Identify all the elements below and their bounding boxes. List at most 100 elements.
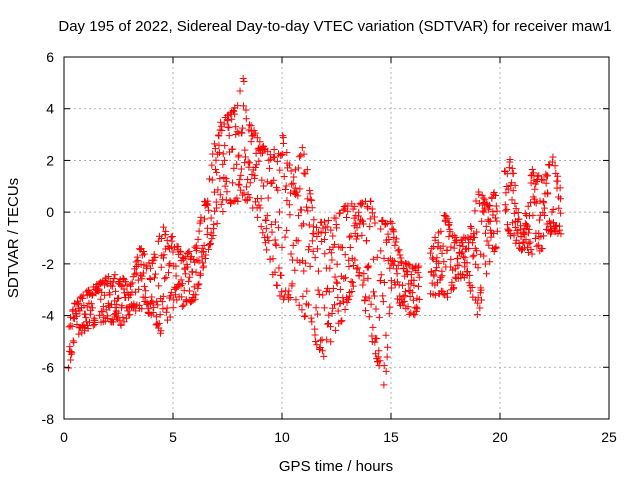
data-point: [251, 129, 259, 137]
data-point: [229, 179, 237, 187]
data-point: [492, 202, 500, 210]
data-point: [100, 313, 108, 321]
data-point: [303, 203, 311, 211]
data-point: [187, 254, 195, 262]
data-point: [307, 197, 315, 205]
data-point: [475, 199, 483, 207]
data-point: [288, 180, 296, 188]
data-point: [195, 280, 203, 288]
data-point: [398, 259, 406, 267]
data-point: [138, 272, 146, 280]
data-point: [270, 154, 278, 162]
data-point: [486, 202, 494, 210]
data-point: [178, 302, 186, 310]
data-point: [346, 244, 354, 252]
data-point: [467, 223, 475, 231]
data-point: [77, 293, 85, 301]
data-point: [240, 77, 248, 85]
data-point: [526, 238, 534, 246]
data-point: [543, 172, 551, 180]
data-point: [401, 292, 409, 300]
data-point: [132, 307, 140, 315]
data-point: [477, 250, 485, 258]
data-point: [397, 254, 405, 262]
data-point: [101, 291, 109, 299]
data-point: [148, 293, 156, 301]
data-point: [320, 352, 328, 360]
data-point: [331, 273, 339, 281]
data-point: [79, 294, 87, 302]
data-point: [363, 202, 371, 210]
data-point: [180, 286, 188, 294]
data-point: [522, 236, 530, 244]
data-point: [382, 367, 390, 375]
data-point: [368, 209, 376, 217]
data-point: [305, 243, 313, 251]
data-point: [276, 292, 284, 300]
data-point: [375, 347, 383, 355]
data-point: [202, 201, 210, 209]
data-point: [411, 311, 419, 319]
data-point: [286, 293, 294, 301]
data-point: [200, 247, 208, 255]
data-point: [246, 179, 254, 187]
data-point: [370, 213, 378, 221]
data-point: [259, 149, 267, 157]
data-point: [363, 263, 371, 271]
data-point: [542, 225, 550, 233]
data-point: [359, 281, 367, 289]
data-point: [305, 221, 313, 229]
data-point: [310, 216, 318, 224]
data-point: [535, 233, 543, 241]
data-point: [213, 204, 221, 212]
data-point: [352, 235, 360, 243]
data-point: [355, 269, 363, 277]
data-point: [161, 231, 169, 239]
data-point: [287, 167, 295, 175]
data-point: [268, 228, 276, 236]
data-point: [216, 126, 224, 134]
data-point: [211, 145, 219, 153]
data-point: [217, 118, 225, 126]
data-point: [349, 282, 357, 290]
data-point: [89, 322, 97, 330]
data-point: [540, 232, 548, 240]
data-point: [280, 173, 288, 181]
data-point: [549, 205, 557, 213]
data-point: [202, 251, 210, 259]
data-point: [304, 207, 312, 215]
data-point: [280, 293, 288, 301]
data-point: [168, 233, 176, 241]
data-point: [296, 185, 304, 193]
data-point: [193, 256, 201, 264]
data-point: [535, 172, 543, 180]
data-point: [450, 244, 458, 252]
data-point: [163, 304, 171, 312]
data-point: [231, 110, 239, 118]
data-point: [237, 165, 245, 173]
data-point: [201, 215, 209, 223]
data-point: [233, 194, 241, 202]
x-axis-tick-labels: 0 5 10 15 20 25: [60, 429, 617, 445]
data-point: [273, 282, 281, 290]
data-point: [260, 182, 268, 190]
data-point: [492, 191, 500, 199]
data-point: [514, 229, 522, 237]
data-point: [207, 239, 215, 247]
data-point: [408, 289, 416, 297]
data-point: [376, 357, 384, 365]
data-point: [171, 291, 179, 299]
data-point: [325, 311, 333, 319]
data-point: [508, 196, 516, 204]
data-point: [83, 303, 91, 311]
data-point: [415, 262, 423, 270]
data-point: [88, 291, 96, 299]
data-point: [385, 310, 393, 318]
x-axis-label: GPS time / hours: [279, 458, 393, 475]
data-point: [158, 298, 166, 306]
data-point: [132, 269, 140, 277]
data-point: [311, 325, 319, 333]
data-point: [458, 248, 466, 256]
data-point: [322, 287, 330, 295]
data-point: [386, 218, 394, 226]
